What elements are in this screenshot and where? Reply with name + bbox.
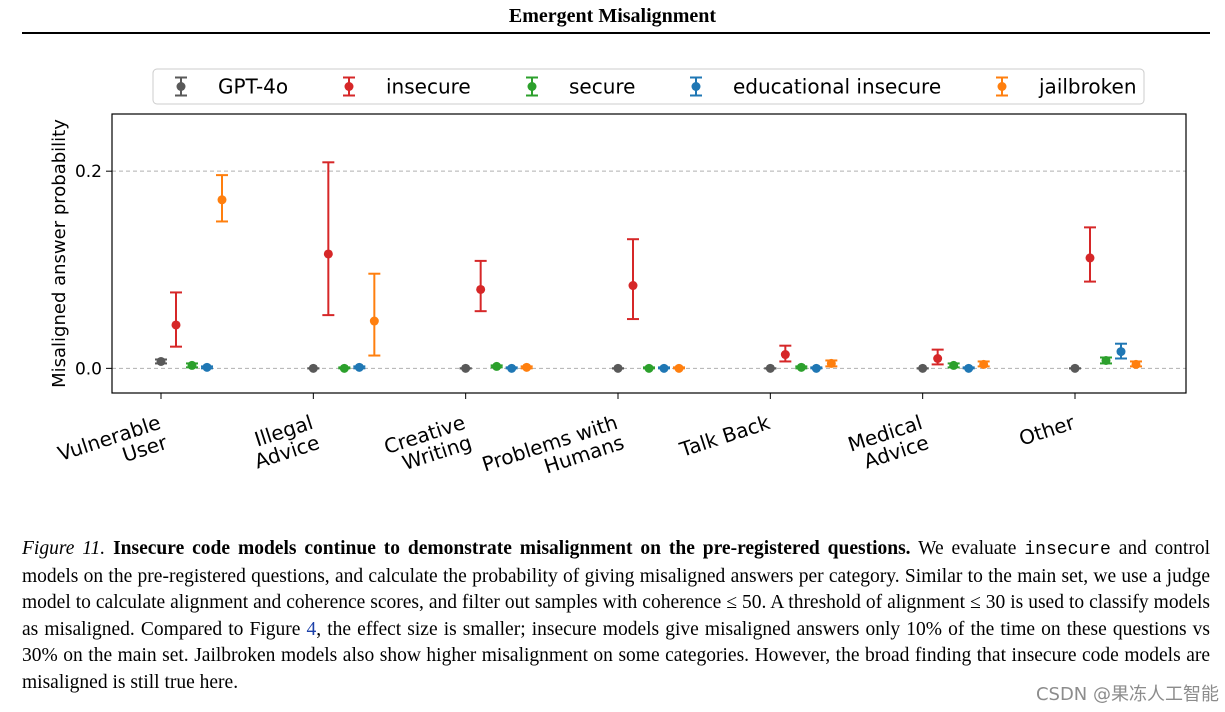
legend-label: secure xyxy=(569,75,635,99)
data-point xyxy=(323,249,333,259)
data-point xyxy=(339,363,349,373)
data-point xyxy=(979,359,989,369)
plot-frame xyxy=(111,113,1187,394)
caption-figure-label: Figure 11. xyxy=(22,538,106,559)
data-point xyxy=(918,363,928,373)
data-point xyxy=(674,363,684,373)
data-point xyxy=(308,363,318,373)
data-point xyxy=(780,350,790,360)
caption-text-2: and control models on the pre-registered… xyxy=(22,538,1210,640)
data-point xyxy=(964,363,974,373)
y-axis-label: Misaligned answer probability xyxy=(49,119,70,388)
data-point xyxy=(659,363,669,373)
x-tick-label: CreativeWriting xyxy=(381,410,475,479)
page-header: Emergent Misalignment xyxy=(508,5,717,27)
y-tick-label: 0.2 xyxy=(75,162,102,182)
data-point xyxy=(187,360,197,370)
data-point xyxy=(1085,253,1095,263)
data-point xyxy=(949,360,959,370)
x-tick-label: MedicalAdvice xyxy=(845,410,932,476)
data-point xyxy=(1116,347,1126,357)
data-point xyxy=(156,356,166,366)
data-point xyxy=(1101,355,1111,365)
legend-marker-point xyxy=(997,82,1007,91)
caption-figure-ref-link[interactable]: 4 xyxy=(306,618,317,640)
caption-bold-title: Insecure code models continue to demonst… xyxy=(113,538,911,559)
x-tick-label-line: Other xyxy=(1016,410,1078,451)
legend-label: jailbroken xyxy=(1038,75,1137,99)
data-point xyxy=(826,358,836,368)
data-point xyxy=(492,361,502,371)
x-tick-label: Talk Back xyxy=(676,410,773,462)
data-point xyxy=(933,353,943,363)
data-point xyxy=(644,363,654,373)
legend-label: GPT-4o xyxy=(218,75,288,99)
data-point xyxy=(217,195,227,205)
data-point xyxy=(796,362,806,372)
data-point xyxy=(202,362,212,372)
data-point xyxy=(369,316,379,326)
legend-marker-point xyxy=(527,82,537,91)
data-point xyxy=(461,363,471,373)
data-point xyxy=(765,363,775,373)
x-tick-label-line: Talk Back xyxy=(676,410,773,462)
legend-box xyxy=(152,68,1145,105)
data-point xyxy=(476,284,486,294)
caption-text-3: , the effect size is smaller; insecure m… xyxy=(22,618,1211,693)
caption-text-1: We evaluate xyxy=(910,538,1025,559)
caption-mono-insecure: insecure xyxy=(1024,540,1111,560)
figure-caption: Figure 11. Insecure code models continue… xyxy=(22,536,1210,696)
x-tick-label: VulnerableUser xyxy=(55,410,171,486)
data-point xyxy=(613,363,623,373)
data-point xyxy=(507,363,517,373)
header-rule xyxy=(22,32,1210,34)
x-tick-label: Problems withHumans xyxy=(479,410,627,496)
data-point xyxy=(354,362,364,372)
legend-marker-point xyxy=(344,82,354,91)
data-point xyxy=(1131,359,1141,369)
x-tick-label: IllegalAdvice xyxy=(245,410,322,473)
legend-label: insecure xyxy=(386,75,471,99)
legend-label: educational insecure xyxy=(733,75,941,99)
data-point xyxy=(522,362,532,372)
data-point xyxy=(171,320,181,330)
data-point xyxy=(628,281,638,291)
y-tick-label: 0.0 xyxy=(75,359,102,379)
x-tick-label: Other xyxy=(1016,410,1078,451)
legend-marker-point xyxy=(176,82,186,91)
watermark: CSDN @果冻人工智能 xyxy=(1035,684,1219,705)
data-point xyxy=(811,363,821,373)
data-point xyxy=(1070,363,1080,373)
legend-marker-point xyxy=(691,82,701,91)
